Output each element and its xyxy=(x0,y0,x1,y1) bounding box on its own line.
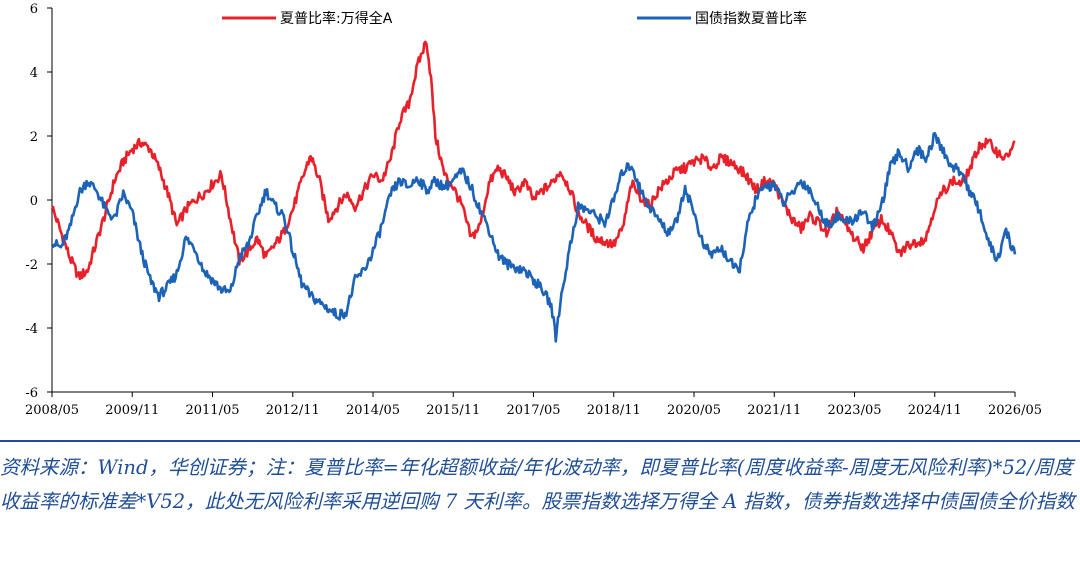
y-tick-label: 2 xyxy=(30,130,38,145)
series-line-wind-all-a xyxy=(50,40,1016,281)
series-line-treasury-index xyxy=(51,131,1017,343)
x-tick-label: 2017/05 xyxy=(506,403,560,418)
x-tick-label: 2023/05 xyxy=(827,403,881,418)
axes: -6 -4 -2 0 2 4 6 2008/05 2009/11 2011/05 2012/11 20… xyxy=(25,2,1042,418)
y-tick-label: 4 xyxy=(30,66,38,81)
x-tick-label: 2021/11 xyxy=(747,403,801,418)
x-tick-label: 2015/11 xyxy=(426,403,480,418)
y-tick-label: -2 xyxy=(25,258,38,273)
legend: 夏普比率:万得全A 国债指数夏普比率 xyxy=(222,10,807,27)
y-tick-label: 0 xyxy=(30,194,38,209)
x-tick-label: 2011/05 xyxy=(185,403,239,418)
chart-area: -6 -4 -2 0 2 4 6 2008/05 2009/11 2011/05 2012/11 20… xyxy=(25,2,1042,418)
divider-rule xyxy=(0,440,1080,442)
legend-label-wind-all-a: 夏普比率:万得全A xyxy=(280,10,393,27)
x-tick-label: 2018/11 xyxy=(587,403,641,418)
sharpe-ratio-line-chart: -6 -4 -2 0 2 4 6 2008/05 2009/11 2011/05 2012/11 20… xyxy=(25,2,1042,418)
x-tick-label: 2024/11 xyxy=(908,403,962,418)
x-tick-label: 2020/05 xyxy=(667,403,721,418)
source-note: 资料来源：Wind，华创证券；注：夏普比率=年化超额收益/年化波动率，即夏普比率… xyxy=(0,456,1075,513)
x-tick-label: 2012/11 xyxy=(266,403,320,418)
series-layer xyxy=(50,40,1017,343)
y-tick-label: 6 xyxy=(30,2,38,17)
x-tick-label: 2009/11 xyxy=(105,403,159,418)
x-tick-label: 2008/05 xyxy=(25,403,79,418)
y-tick-label: -6 xyxy=(25,386,38,401)
x-tick-label: 2014/05 xyxy=(346,403,400,418)
y-tick-label: -4 xyxy=(25,322,38,337)
legend-label-treasury-index: 国债指数夏普比率 xyxy=(695,10,807,27)
x-tick-label: 2026/05 xyxy=(988,403,1042,418)
